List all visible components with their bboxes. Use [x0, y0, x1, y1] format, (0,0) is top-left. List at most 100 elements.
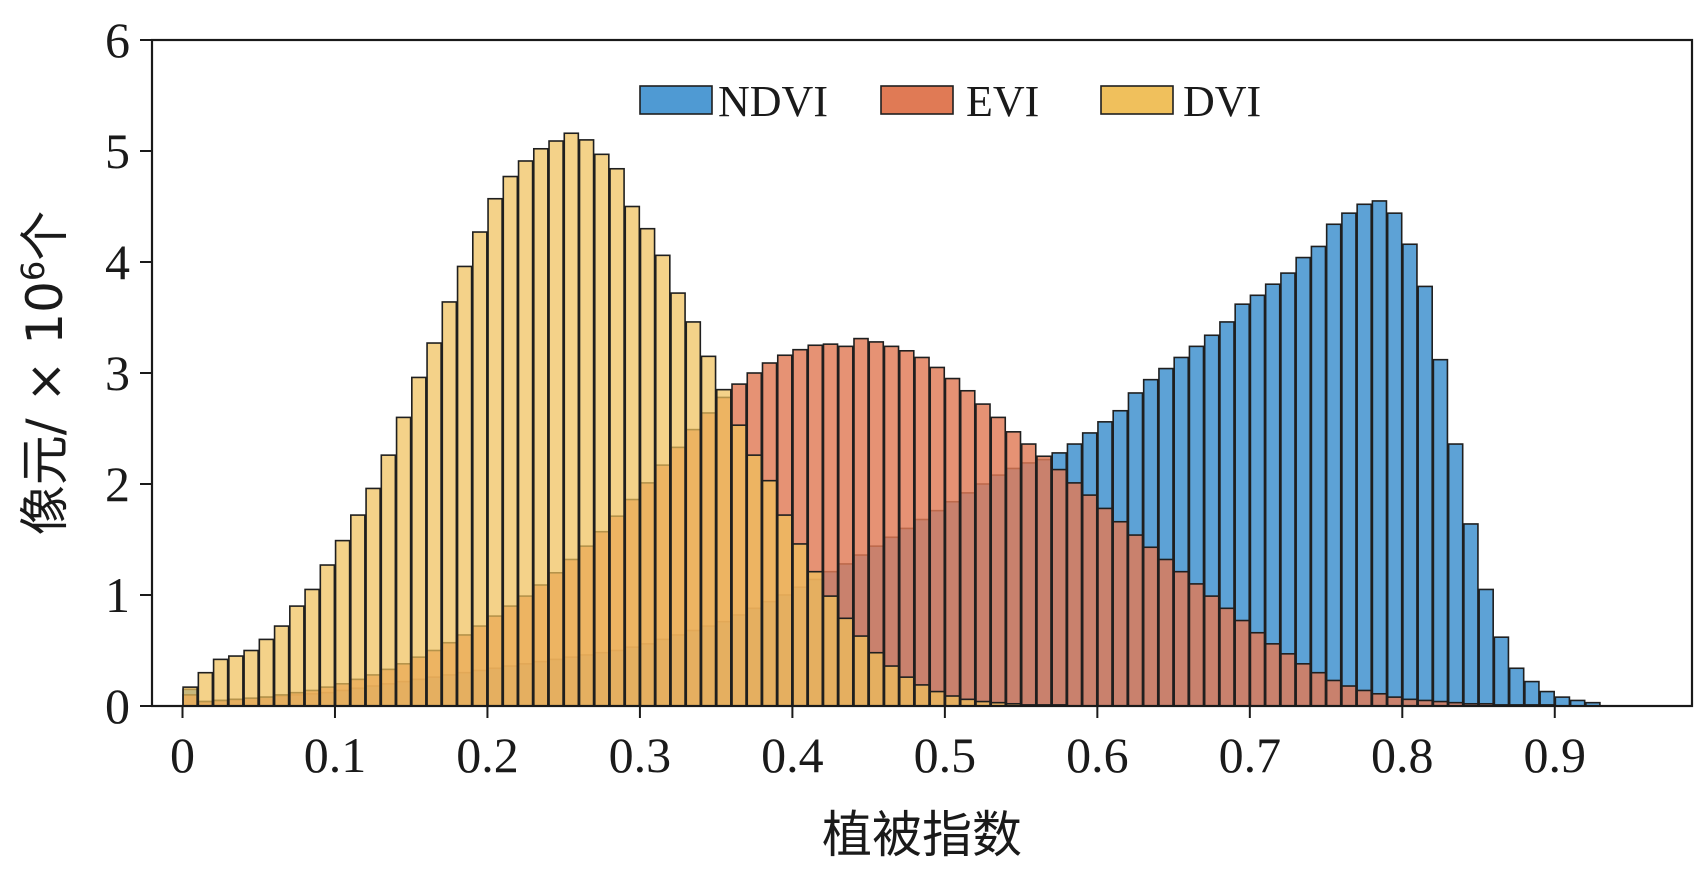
bar-dvi: [441, 301, 458, 707]
bar-evi: [1341, 685, 1357, 707]
x-tick-label: 0.6: [1066, 727, 1129, 783]
bar-dvi: [395, 416, 412, 707]
bar-ndvi: [1402, 243, 1418, 707]
x-tick-label: 0.5: [914, 727, 977, 783]
bar-evi: [1234, 619, 1251, 707]
bar-dvi: [532, 147, 549, 707]
y-tick-label: 1: [105, 567, 130, 623]
bar-ndvi: [1310, 245, 1327, 707]
bar-ndvi: [1432, 358, 1449, 707]
bar-dvi: [380, 454, 397, 707]
bar-evi: [1295, 663, 1312, 707]
bar-dvi: [426, 342, 442, 707]
y-tick-label: 2: [105, 456, 130, 512]
legend-label-evi: EVI: [966, 77, 1039, 126]
bar-ndvi: [1295, 256, 1312, 707]
bar-evi: [1036, 455, 1052, 707]
bar-dvi: [471, 231, 488, 707]
bar-evi: [990, 416, 1007, 707]
bar-dvi: [807, 570, 824, 707]
bar-evi: [1127, 534, 1144, 707]
y-axis-title-exponent: 6: [14, 261, 52, 281]
bar-dvi: [411, 376, 427, 707]
bar-dvi: [273, 625, 290, 707]
y-axis: 0 1 2 3 4 5 6: [105, 12, 152, 734]
bar-dvi: [868, 651, 885, 707]
bar-dvi: [456, 265, 473, 707]
x-tick-label: 0.3: [609, 727, 672, 783]
bar-dvi: [761, 479, 778, 707]
bar-evi: [1173, 570, 1190, 707]
bar-dvi: [853, 635, 869, 707]
y-tick-label: 3: [105, 345, 130, 401]
bar-ndvi: [1447, 443, 1464, 707]
bar-evi: [1142, 546, 1159, 707]
bar-evi: [1280, 653, 1296, 707]
bar-evi: [1219, 607, 1235, 707]
legend-swatch-dvi: [1100, 85, 1174, 115]
bar-dvi: [517, 160, 534, 707]
bar-ndvi: [1417, 285, 1433, 707]
series-dvi: [182, 132, 1068, 707]
bar-evi: [1066, 482, 1083, 707]
bar-evi: [1249, 631, 1266, 707]
bar-ndvi: [1508, 667, 1525, 707]
bar-dvi: [898, 676, 915, 707]
bar-evi: [929, 366, 946, 707]
bar-evi: [1081, 494, 1098, 707]
bar-dvi: [365, 487, 381, 707]
bar-dvi: [715, 388, 732, 707]
bar-dvi: [487, 197, 503, 707]
bar-dvi: [578, 139, 595, 707]
bar-evi: [1310, 671, 1327, 707]
bar-ndvi: [1386, 212, 1403, 707]
bar-dvi: [243, 649, 259, 707]
x-tick-label: 0.9: [1524, 727, 1587, 783]
bar-dvi: [593, 153, 610, 707]
bar-evi: [1386, 696, 1403, 707]
bar-ndvi: [1280, 272, 1296, 707]
bar-dvi: [624, 205, 641, 707]
y-axis-title-tail: 个: [16, 211, 74, 261]
bar-ndvi: [1493, 636, 1510, 707]
bar-dvi: [731, 424, 747, 707]
x-tick-label: 0.8: [1371, 727, 1434, 783]
bar-evi: [1005, 431, 1022, 707]
bar-dvi: [700, 355, 717, 707]
bar-evi: [1020, 443, 1037, 707]
legend-label-ndvi: NDVI: [718, 77, 828, 126]
bar-dvi: [837, 617, 854, 707]
bar-dvi: [350, 514, 366, 707]
bar-ndvi: [1554, 696, 1571, 707]
bar-evi: [898, 349, 915, 707]
bar-dvi: [228, 655, 244, 707]
bar-evi: [1051, 468, 1068, 707]
bar-dvi: [182, 686, 198, 707]
x-tick-label: 0.2: [456, 727, 519, 783]
y-tick-label: 6: [105, 12, 130, 68]
y-axis-title: 像元/ × 106个: [14, 211, 74, 536]
bar-ndvi: [1539, 690, 1555, 707]
bar-evi: [959, 389, 976, 707]
bar-ndvi: [1264, 283, 1281, 707]
bar-evi: [1158, 558, 1174, 707]
bar-ndvi: [1356, 203, 1373, 707]
bar-dvi: [654, 254, 671, 707]
bar-dvi: [944, 695, 961, 707]
x-tick-label: 0: [170, 727, 195, 783]
y-tick-label: 5: [105, 123, 130, 179]
bar-dvi: [929, 690, 946, 707]
bar-evi: [883, 345, 900, 707]
bar-dvi: [258, 638, 275, 707]
bar-ndvi: [1325, 223, 1342, 707]
bar-evi: [1112, 520, 1129, 707]
bar-evi: [1097, 507, 1113, 707]
bar-dvi: [639, 227, 656, 707]
bar-evi: [1356, 689, 1373, 707]
bar-dvi: [502, 175, 519, 707]
bar-evi: [944, 377, 961, 707]
x-tick-label: 0.1: [304, 727, 367, 783]
bar-dvi: [914, 684, 930, 707]
bar-dvi: [746, 454, 763, 707]
